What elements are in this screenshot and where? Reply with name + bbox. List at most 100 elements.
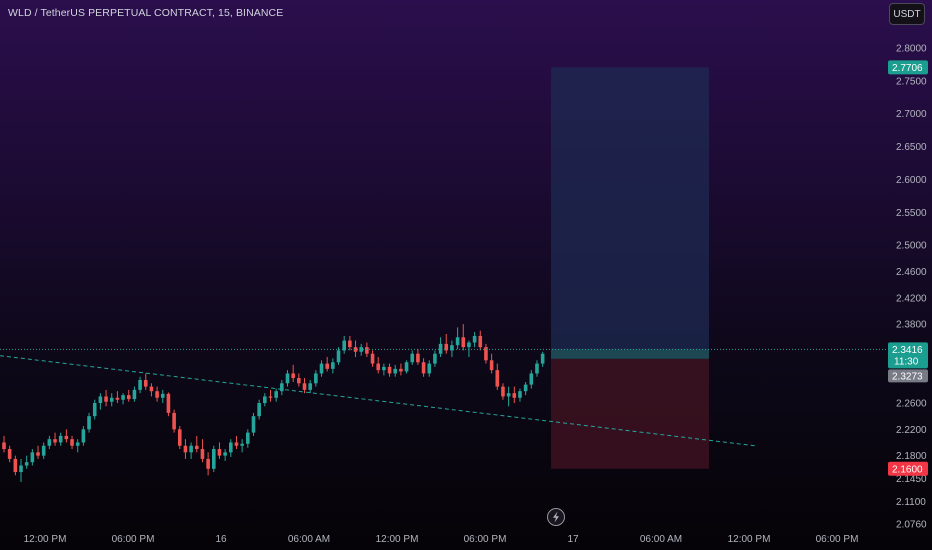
candle: [36, 445, 40, 459]
candle: [143, 373, 148, 390]
candle: [138, 376, 142, 394]
candle: [359, 343, 364, 356]
currency-selector-button[interactable]: USDT: [889, 3, 925, 25]
y-tick-label: 2.5500: [896, 208, 927, 219]
candle: [387, 363, 392, 377]
candle: [472, 332, 477, 348]
candle: [58, 432, 63, 446]
candle: [461, 324, 466, 351]
candle: [331, 358, 335, 374]
candle: [484, 343, 488, 364]
candle: [104, 389, 108, 407]
x-tick-label: 06:00 AM: [640, 534, 682, 545]
candle: [246, 429, 250, 448]
candle: [211, 445, 216, 473]
candle: [540, 351, 545, 367]
candle: [291, 364, 295, 382]
x-tick-label: 17: [567, 534, 579, 545]
candle: [13, 455, 18, 476]
candle: [41, 442, 46, 459]
svg-text:2.7706: 2.7706: [892, 63, 923, 74]
target-zone[interactable]: [551, 67, 709, 359]
candle: [399, 363, 403, 376]
x-tick-label: 16: [215, 534, 227, 545]
trendline[interactable]: [0, 355, 756, 447]
y-tick-label: 2.6000: [896, 175, 927, 186]
candle: [297, 373, 301, 387]
candle: [155, 386, 159, 402]
replay-lightning-icon[interactable]: [547, 508, 565, 526]
candle: [325, 357, 329, 372]
candle: [512, 386, 517, 404]
candle: [240, 439, 244, 453]
candle: [393, 364, 398, 377]
candle: [268, 389, 273, 402]
candle: [302, 378, 307, 394]
candle: [421, 358, 426, 377]
candle: [53, 432, 57, 446]
y-tick-label: 2.4200: [896, 293, 927, 304]
candle: [433, 350, 437, 367]
x-tick-label: 06:00 PM: [816, 534, 859, 545]
stop-price-tag: 2.1600: [888, 461, 928, 476]
candle: [342, 335, 346, 354]
x-tick-label: 06:00 PM: [112, 534, 155, 545]
candle: [206, 452, 210, 476]
candle: [87, 412, 91, 433]
stop-zone[interactable]: [551, 358, 709, 469]
svg-text:2.1600: 2.1600: [892, 464, 923, 475]
svg-text:2.3416: 2.3416: [892, 345, 923, 356]
candle: [523, 381, 528, 396]
candle: [376, 357, 381, 374]
candle: [489, 353, 494, 374]
candle: [438, 337, 443, 358]
candle: [353, 340, 358, 358]
candle: [2, 435, 6, 453]
candle: [263, 393, 267, 407]
x-tick-label: 12:00 PM: [376, 534, 419, 545]
candle: [81, 426, 86, 446]
candle: [427, 360, 432, 377]
candle: [251, 412, 256, 436]
y-tick-label: 2.0760: [896, 520, 927, 531]
y-tick-label: 2.6500: [896, 142, 927, 153]
candle: [30, 449, 35, 466]
candle: [444, 333, 449, 354]
candle: [535, 360, 539, 377]
candle: [126, 389, 131, 402]
candle: [149, 383, 154, 397]
candle: [319, 360, 324, 377]
chart-title: WLD / TetherUS PERPETUAL CONTRACT, 15, B…: [8, 7, 284, 19]
candle: [64, 429, 69, 443]
candle: [336, 347, 341, 365]
candle: [121, 393, 125, 405]
candle: [194, 435, 199, 453]
x-tick-label: 06:00 PM: [464, 534, 507, 545]
candle: [506, 386, 511, 407]
candle: [314, 370, 318, 387]
entry-price-tag: 2.3273: [888, 369, 928, 383]
candle: [416, 349, 420, 365]
entry-band: [551, 349, 709, 359]
candle: [223, 449, 227, 461]
candle: [19, 458, 23, 482]
candle: [478, 330, 483, 351]
candle: [382, 363, 386, 376]
y-tick-label: 2.1450: [896, 474, 927, 485]
candle: [257, 399, 261, 420]
y-tick-label: 2.1800: [896, 451, 927, 462]
candle: [200, 439, 205, 463]
candle: [501, 383, 505, 400]
y-tick-label: 2.2600: [896, 399, 927, 410]
candle: [404, 360, 409, 374]
candle: [183, 439, 188, 459]
y-tick-label: 2.4600: [896, 267, 927, 278]
candle: [280, 380, 284, 396]
candle: [92, 399, 97, 420]
candle: [234, 435, 239, 450]
candle: [529, 370, 534, 389]
candle: [217, 442, 222, 459]
y-tick-label: 2.5000: [896, 241, 927, 252]
